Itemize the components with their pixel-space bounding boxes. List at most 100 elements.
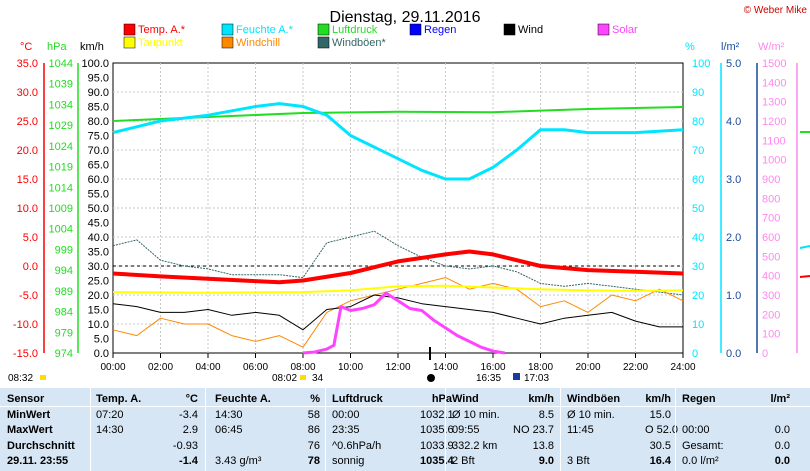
table-cell: 00:00 xyxy=(682,424,710,436)
sunrise-time: 08:02 xyxy=(272,373,297,384)
table-cell: 07:20 xyxy=(96,409,124,421)
temp-tick-label: 0.0 xyxy=(23,261,38,273)
temp-tick-label: 30.0 xyxy=(17,87,38,99)
legend-swatch xyxy=(221,36,234,49)
x-tick-label: 20:00 xyxy=(575,362,600,373)
table-cell: 86 xyxy=(307,424,320,436)
press-tick-label: 1009 xyxy=(49,203,73,215)
hum-tick-label: 40 xyxy=(692,232,704,244)
table-cell: O 52.0 xyxy=(645,424,679,436)
table-header: l/m² xyxy=(770,393,790,405)
solar-tick-label: 900 xyxy=(762,174,780,186)
solar-tick-label: 1200 xyxy=(762,116,786,128)
hum-tick-label: 0 xyxy=(692,348,698,360)
legend-label: Luftdruck xyxy=(332,24,378,36)
solar-tick-label: 200 xyxy=(762,309,780,321)
series-taupunkt xyxy=(112,284,684,294)
legend-label: Wind xyxy=(518,24,543,36)
wind-tick-label: 60.0 xyxy=(88,174,109,186)
solar-tick-label: 700 xyxy=(762,213,780,225)
moonset-time: 17:03 xyxy=(524,373,549,384)
table-cell: 13.8 xyxy=(532,440,554,452)
table-divider xyxy=(445,388,446,471)
copyright: © Weber Mike xyxy=(744,5,808,16)
table-cell: 78 xyxy=(307,455,320,467)
table-divider xyxy=(675,388,676,471)
press-tick-label: 999 xyxy=(55,244,73,256)
solar-tick-label: 300 xyxy=(762,290,780,302)
table-cell: 9.0 xyxy=(538,455,554,467)
unit-label: % xyxy=(685,41,695,53)
rain-tick-label: 3.0 xyxy=(726,174,741,186)
x-tick-label: 08:00 xyxy=(290,362,315,373)
solar-tick-label: 800 xyxy=(762,193,780,205)
x-tick-label: 16:00 xyxy=(480,362,505,373)
wind-tick-label: 40.0 xyxy=(88,232,109,244)
legend-label: Taupunkt xyxy=(138,37,183,49)
press-tick-label: 984 xyxy=(55,307,73,319)
wind-tick-label: 25.0 xyxy=(88,276,109,288)
table-cell: MinWert xyxy=(7,409,51,421)
table-header: % xyxy=(310,393,320,405)
series-feuchte-a- xyxy=(112,102,684,181)
press-tick-label: 974 xyxy=(55,348,73,360)
table-cell: 1035.4 xyxy=(420,455,454,467)
table-cell: 16.4 xyxy=(649,455,671,467)
series-temp-a- xyxy=(112,249,684,285)
weather-chart: 00:00 02:00 04:00 06:00 08:00 10:00 12:00 14:00… xyxy=(8,5,810,384)
x-tick-label: 00:00 xyxy=(100,362,125,373)
table-cell: 2 Bft xyxy=(452,455,475,467)
wind-tick-label: 30.0 xyxy=(88,261,109,273)
temp-tick-label: 20.0 xyxy=(17,145,38,157)
wind-tick-label: 70.0 xyxy=(88,145,109,157)
solar-tick-label: 600 xyxy=(762,232,780,244)
table-cell: 1035.6 xyxy=(420,424,454,436)
legend-swatch xyxy=(123,36,136,49)
series-wind xyxy=(112,294,683,331)
rain-tick-label: 0.0 xyxy=(726,348,741,360)
legend-swatch xyxy=(317,36,330,49)
press-tick-label: 1019 xyxy=(49,162,73,174)
x-tick-label: 22:00 xyxy=(623,362,648,373)
table-divider xyxy=(560,388,561,471)
rain-tick-label: 2.0 xyxy=(726,232,741,244)
legend-swatch xyxy=(123,23,136,36)
press-tick-label: 994 xyxy=(55,265,73,277)
table-divider xyxy=(90,388,91,471)
table-cell: NO 23.7 xyxy=(513,424,554,436)
table-cell: 0.0 xyxy=(774,455,790,467)
sun-marker xyxy=(40,375,46,380)
wind-tick-label: 55.0 xyxy=(88,189,109,201)
wind-tick-label: 45.0 xyxy=(88,218,109,230)
wind-tick-label: 75.0 xyxy=(88,131,109,143)
unit-label: W/m² xyxy=(758,41,785,53)
legend-swatch xyxy=(409,23,422,36)
table-header: Regen xyxy=(682,393,716,405)
series-luftdruck xyxy=(112,106,684,122)
wind-tick-label: 90.0 xyxy=(88,87,109,99)
press-tick-label: 1024 xyxy=(49,141,73,153)
wind-tick-label: 35.0 xyxy=(88,247,109,259)
legend-swatch xyxy=(597,23,610,36)
sunset-time: 16:35 xyxy=(476,373,501,384)
table-header: hPa xyxy=(431,393,452,405)
x-tick-label: 14:00 xyxy=(433,362,458,373)
unit-label: km/h xyxy=(80,41,104,53)
rain-tick-label: 5.0 xyxy=(726,58,741,70)
temp-tick-label: -15.0 xyxy=(13,348,38,360)
table-cell: -0.93 xyxy=(172,440,198,452)
table-cell: 0.0 xyxy=(774,440,790,452)
x-tick-label: 12:00 xyxy=(385,362,410,373)
table-cell: 29.11. 23:55 xyxy=(7,455,69,467)
wind-tick-label: 20.0 xyxy=(88,290,109,302)
table-header: Luftdruck xyxy=(332,393,383,405)
table-cell: sonnig xyxy=(332,455,365,467)
table-cell: 0.0 l/m² xyxy=(682,455,719,467)
table-cell: Ø 10 min. xyxy=(567,409,615,421)
table-cell: 11:45 xyxy=(567,424,594,436)
press-tick-label: 1014 xyxy=(49,182,73,194)
wind-tick-label: 95.0 xyxy=(88,73,109,85)
solar-tick-label: 1100 xyxy=(762,135,786,147)
press-tick-label: 1004 xyxy=(49,224,73,236)
table-cell: -3.4 xyxy=(179,409,198,421)
